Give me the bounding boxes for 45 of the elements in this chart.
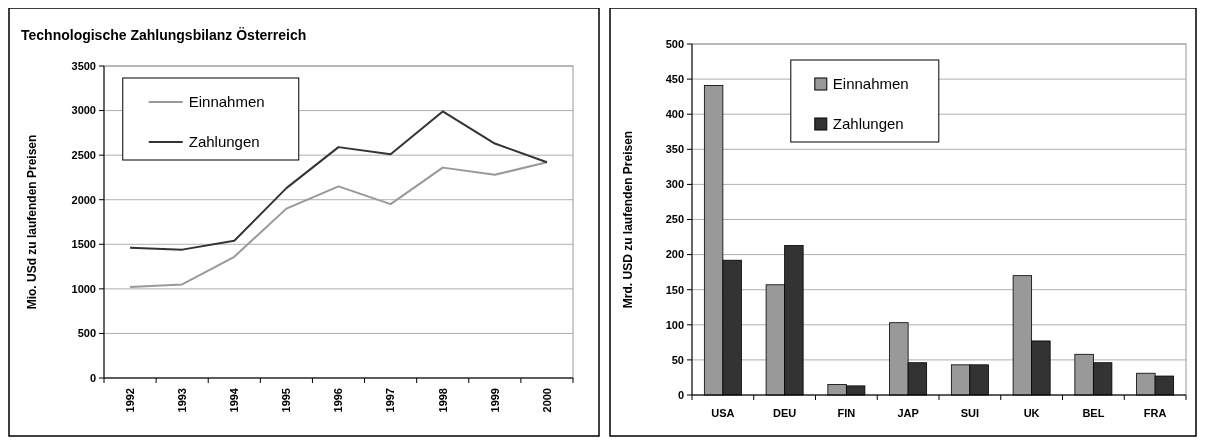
line-series [129,161,548,289]
y-tick-label: 50 [671,353,684,366]
y-tick-label: 2500 [71,148,96,161]
y-tick-label: 200 [665,248,684,261]
chart-title: Technologische Zahlungsbilanz Österreich [21,27,307,43]
x-tick-label: UK [1023,407,1040,419]
y-tick-label: 3000 [71,104,96,117]
x-tick-label: 1998 [436,388,449,413]
y-tick-label: 300 [665,178,684,191]
y-tick-label: 450 [665,72,684,85]
x-tick-label: 1992 [123,388,136,413]
y-tick-label: 0 [89,371,96,384]
x-tick-label: JAP [897,407,919,419]
legend-label: Zahlungen [188,133,260,151]
x-tick-label: BEL [1082,407,1105,419]
x-tick-label: FIN [837,407,856,419]
legend-label: Einnahmen [188,93,265,111]
y-tick-label: 2000 [71,193,96,206]
y-tick-label: 100 [665,318,684,331]
x-tick-label: SUI [960,407,980,419]
x-tick-label: 2000 [540,388,553,413]
y-tick-label: 500 [77,327,96,340]
y-tick-label: 3500 [71,59,96,72]
line-series [129,110,548,251]
y-axis-title: Mrd. USD zu laufenden Preisen [621,130,635,309]
y-tick-label: 1000 [71,282,96,295]
x-tick-label: 1995 [280,388,293,413]
x-tick-label: 1993 [176,388,189,413]
x-tick-label: USA [711,407,735,419]
legend-label: Einnahmen [832,75,909,93]
x-tick-label: 1996 [332,388,345,413]
x-tick-label: DEU [773,407,797,419]
y-tick-label: 150 [665,283,684,296]
y-axis-title: Mio. USd zu laufenden Preisen [25,134,39,310]
y-tick-label: 0 [677,388,684,401]
y-tick-label: 1500 [71,238,96,251]
x-tick-label: FRA [1143,407,1167,419]
y-tick-label: 250 [665,213,684,226]
x-tick-label: 1997 [384,388,397,413]
legend-label: Zahlungen [832,115,904,133]
y-tick-label: 350 [665,143,684,156]
x-tick-label: 1999 [488,388,501,413]
x-tick-label: 1994 [228,387,241,413]
y-tick-label: 400 [665,108,684,121]
y-tick-label: 500 [665,37,684,50]
